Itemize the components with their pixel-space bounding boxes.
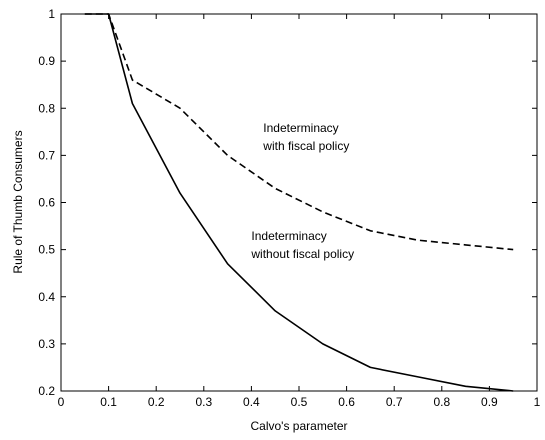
- y-tick-label: 0.7: [38, 148, 55, 162]
- series-line-without-fiscal-policy: [84, 13, 514, 392]
- y-tick-label: 0.6: [38, 196, 55, 210]
- y-axis-label: Rule of Thumb Consumers: [11, 130, 25, 273]
- series-line-with-fiscal-policy: [84, 13, 514, 251]
- x-tick-label: 0.4: [243, 395, 260, 409]
- y-tick-label: 0.3: [38, 337, 55, 351]
- series-layer: [84, 13, 514, 392]
- annotation-label: Indeterminacy without fiscal policy: [250, 229, 354, 261]
- annotation-line: without fiscal policy: [250, 247, 354, 261]
- x-tick-label: 0.6: [338, 395, 355, 409]
- x-tick-label: 0: [58, 395, 65, 409]
- y-tick-label: 0.8: [38, 101, 55, 115]
- x-tick-label: 0.2: [148, 395, 165, 409]
- x-tick-label: 0.9: [481, 395, 498, 409]
- x-tick-label: 1: [534, 395, 541, 409]
- x-tick-label: 0.5: [291, 395, 308, 409]
- x-axis-ticks: 0 0.1 0.2 0.3 0.4 0.5 0.6 0.7 0.8 0.9 1: [58, 14, 541, 409]
- y-tick-label: 1: [48, 7, 55, 21]
- annotation-line: Indeterminacy: [263, 121, 338, 135]
- y-tick-label: 0.2: [38, 384, 55, 398]
- y-tick-label: 0.4: [38, 290, 55, 304]
- annotation-line: Indeterminacy: [251, 229, 326, 243]
- x-tick-label: 0.7: [386, 395, 403, 409]
- annotations: Indeterminacy with fiscal policyIndetermi…: [250, 121, 354, 261]
- x-tick-label: 0.3: [195, 395, 212, 409]
- annotation-label: Indeterminacy with fiscal policy: [262, 121, 349, 153]
- y-axis-ticks: 0.2 0.3 0.4 0.5 0.6 0.7 0.8 0.9 1: [38, 7, 537, 398]
- x-tick-label: 0.1: [100, 395, 117, 409]
- annotation-line: with fiscal policy: [262, 139, 349, 153]
- plot-area: [60, 13, 538, 392]
- y-tick-label: 0.9: [38, 54, 55, 68]
- x-tick-label: 0.8: [433, 395, 450, 409]
- y-tick-label: 0.5: [38, 243, 55, 257]
- x-axis-label: Calvo's parameter: [251, 419, 348, 433]
